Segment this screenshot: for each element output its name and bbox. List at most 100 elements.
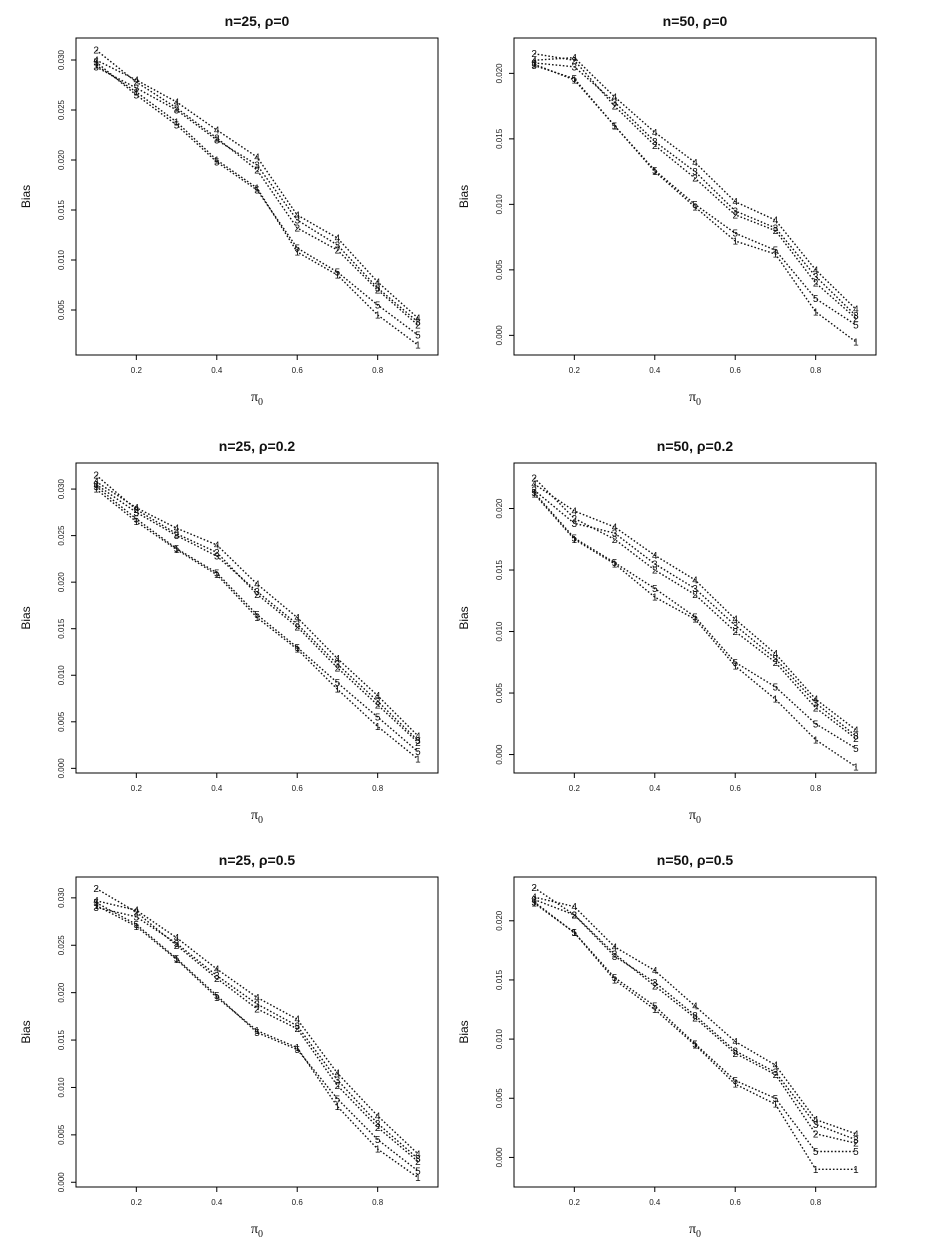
point-marker-2: 2 [415, 738, 421, 749]
point-marker-3: 3 [652, 559, 658, 570]
point-marker-3: 3 [652, 137, 658, 148]
y-tick-label: 0.030 [57, 887, 66, 908]
point-marker-3: 3 [214, 552, 220, 563]
x-tick-label: 0.6 [730, 1198, 742, 1207]
point-marker-1: 1 [214, 156, 220, 167]
point-marker-5: 5 [174, 121, 180, 132]
point-marker-1: 1 [134, 517, 140, 528]
point-marker-1: 1 [335, 685, 341, 696]
x-tick-label: 0.4 [649, 1198, 661, 1207]
point-marker-4: 4 [692, 575, 698, 586]
point-marker-1: 1 [93, 61, 99, 72]
point-marker-5: 5 [254, 186, 260, 197]
point-marker-4: 4 [531, 479, 537, 490]
point-marker-2: 2 [415, 1157, 421, 1168]
y-tick-label: 0.025 [57, 935, 66, 956]
series-line-1 [533, 902, 856, 1171]
point-marker-4: 4 [692, 1001, 698, 1012]
point-marker-2: 2 [572, 56, 578, 67]
point-marker-2: 2 [732, 210, 738, 221]
point-marker-3: 3 [375, 284, 381, 295]
x-tick-label: 0.8 [810, 1198, 822, 1207]
point-marker-2: 2 [294, 1024, 300, 1035]
point-marker-5: 5 [415, 1166, 421, 1177]
x-axis-label: π0 [689, 390, 701, 408]
series-line-3 [95, 483, 419, 741]
point-marker-3: 3 [134, 84, 140, 95]
point-marker-4: 4 [612, 522, 618, 533]
point-marker-4: 4 [531, 893, 537, 904]
series-line-1 [533, 493, 857, 768]
point-marker-3: 3 [612, 952, 618, 963]
point-marker-5: 5 [652, 1001, 658, 1012]
point-marker-3: 3 [773, 1068, 779, 1079]
point-marker-2: 2 [652, 141, 658, 152]
series-line-5 [533, 64, 857, 326]
x-tick-label: 0.6 [292, 366, 304, 375]
point-marker-5: 5 [853, 320, 859, 331]
point-marker-3: 3 [174, 106, 180, 117]
point-marker-4: 4 [572, 902, 578, 913]
point-marker-4: 4 [214, 964, 220, 975]
point-marker-4: 4 [174, 524, 180, 535]
point-marker-4: 4 [813, 695, 819, 706]
point-marker-1: 1 [254, 613, 260, 624]
point-marker-4: 4 [853, 725, 859, 736]
point-marker-4: 4 [652, 551, 658, 562]
point-marker-5: 5 [531, 897, 537, 908]
point-marker-4: 4 [572, 53, 578, 64]
point-marker-5: 5 [415, 331, 421, 342]
point-marker-3: 3 [692, 167, 698, 178]
point-marker-4: 4 [531, 56, 537, 67]
series-line-3 [95, 906, 419, 1160]
x-tick-label: 0.2 [569, 366, 581, 375]
point-marker-3: 3 [335, 660, 341, 671]
point-marker-5: 5 [813, 1147, 819, 1158]
point-marker-4: 4 [652, 966, 658, 977]
point-marker-4: 4 [335, 234, 341, 245]
point-marker-3: 3 [375, 1119, 381, 1130]
point-marker-5: 5 [773, 682, 779, 693]
point-marker-1: 1 [612, 559, 618, 570]
point-marker-4: 4 [732, 197, 738, 208]
point-marker-1: 1 [214, 993, 220, 1004]
point-marker-1: 1 [572, 535, 578, 546]
point-marker-2: 2 [93, 884, 99, 895]
series-line-4 [533, 483, 857, 731]
point-marker-4: 4 [254, 153, 260, 164]
point-marker-1: 1 [692, 202, 698, 213]
y-tick-label: 0.005 [57, 1124, 66, 1145]
point-marker-2: 2 [813, 703, 819, 714]
point-marker-3: 3 [134, 508, 140, 519]
point-marker-1: 1 [572, 75, 578, 86]
y-axis-label: Bias [19, 185, 33, 208]
point-marker-1: 1 [214, 570, 220, 581]
point-marker-5: 5 [294, 1045, 300, 1056]
point-marker-4: 4 [294, 211, 300, 222]
x-tick-label: 0.4 [211, 366, 223, 375]
point-marker-5: 5 [335, 678, 341, 689]
point-marker-5: 5 [572, 928, 578, 939]
series-line-2 [95, 887, 419, 1162]
point-marker-2: 2 [415, 321, 421, 332]
x-axis-label-main: π [689, 390, 696, 405]
point-marker-5: 5 [254, 610, 260, 621]
x-axis-label-sub: 0 [696, 815, 701, 826]
point-marker-4: 4 [853, 1129, 859, 1140]
point-marker-5: 5 [692, 1039, 698, 1050]
point-marker-2: 2 [214, 974, 220, 985]
point-marker-1: 1 [732, 661, 738, 672]
point-marker-4: 4 [732, 1037, 738, 1048]
y-tick-label: 0.030 [57, 49, 66, 70]
x-axis-label: π0 [689, 1222, 701, 1240]
series-line-3 [533, 898, 857, 1141]
x-axis-label: π0 [251, 1222, 263, 1240]
series-line-2 [533, 477, 857, 740]
y-tick-label: 0.005 [495, 259, 504, 280]
y-tick-label: 0.010 [495, 621, 504, 642]
point-marker-5: 5 [375, 1135, 381, 1146]
point-marker-3: 3 [415, 1154, 421, 1165]
plot-frame [75, 876, 439, 1188]
point-marker-1: 1 [415, 1173, 421, 1184]
point-marker-3: 3 [174, 939, 180, 950]
